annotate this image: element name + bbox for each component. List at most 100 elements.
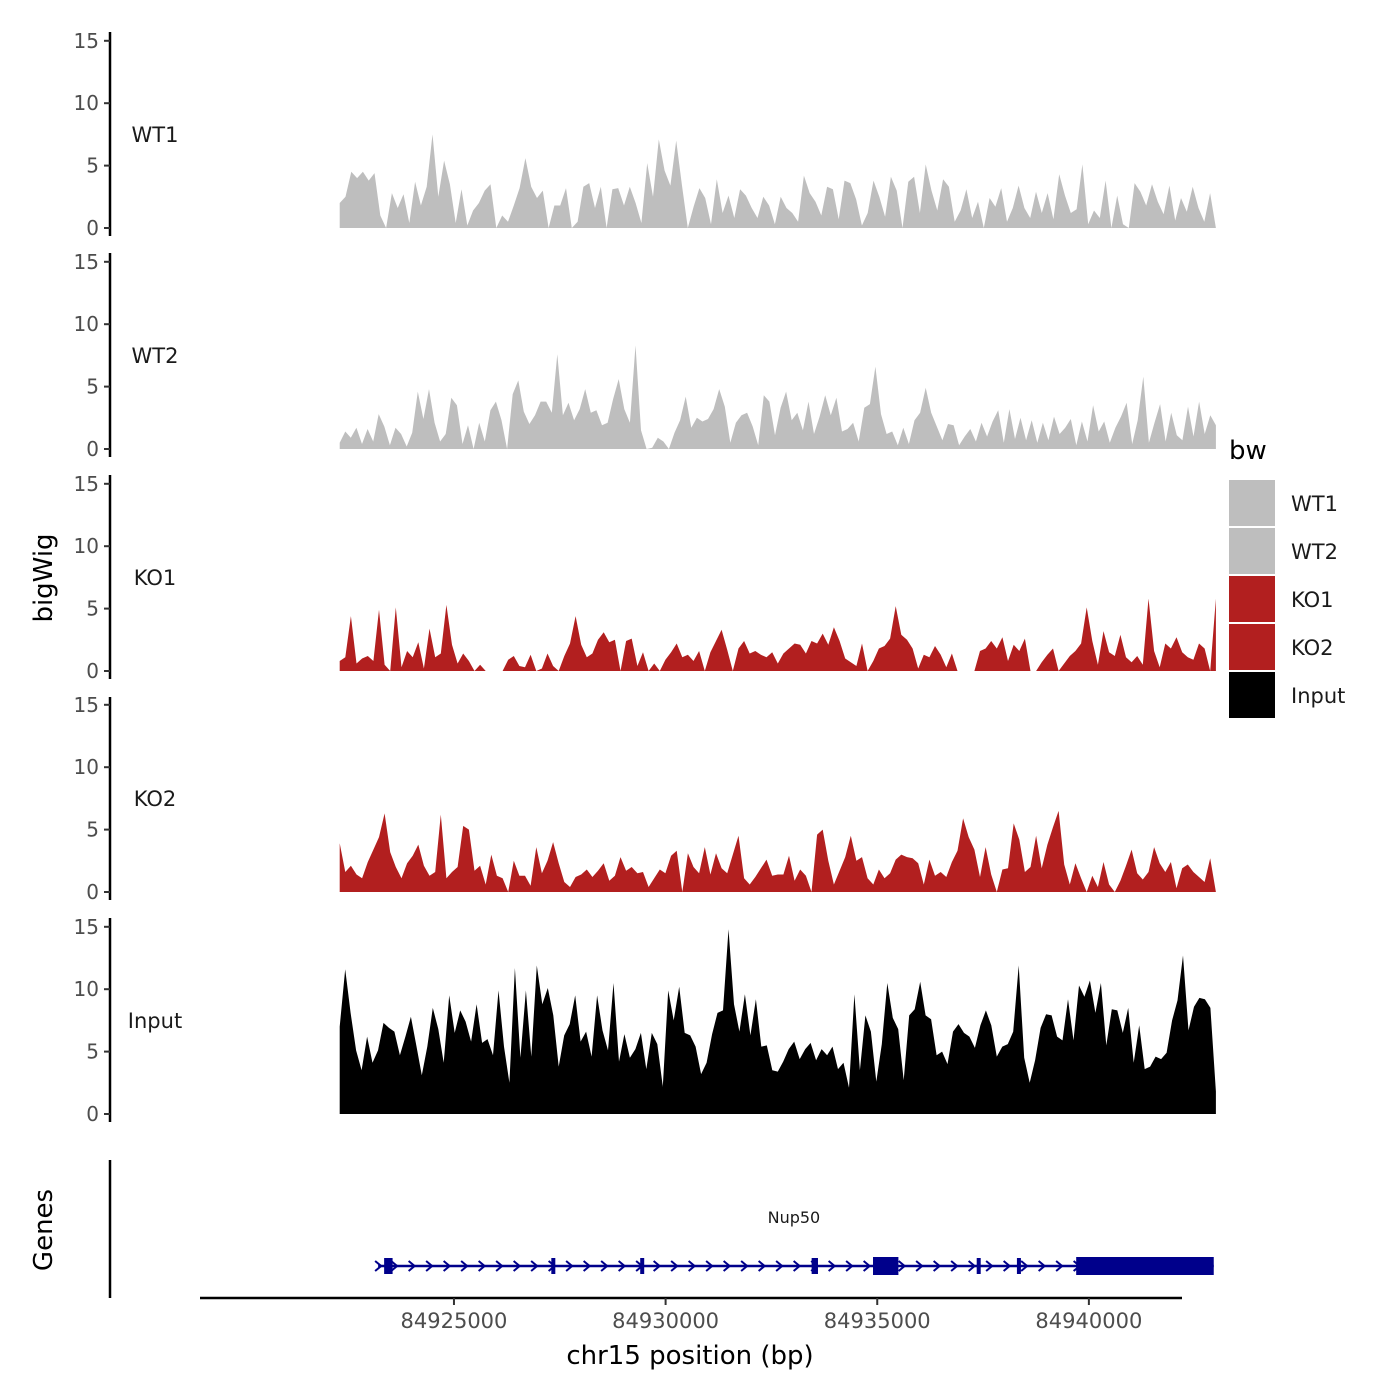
- strand-arrow: [1020, 1260, 1029, 1272]
- y-tick-label: 15: [74, 693, 99, 717]
- y-tick-label: 5: [86, 1040, 99, 1064]
- legend-swatch-input: [1229, 672, 1275, 718]
- y-tick-label: 10: [74, 977, 99, 1001]
- y-tick-label: 10: [74, 312, 99, 336]
- legend-swatch-wt1: [1229, 480, 1275, 526]
- track-label-ko2: KO2: [134, 787, 177, 811]
- track-ko1: 0 5 10 15 KO1: [74, 472, 1216, 683]
- strand-arrow: [792, 1260, 802, 1272]
- legend-label-input: Input: [1291, 684, 1345, 708]
- strand-arrow: [705, 1260, 714, 1272]
- signal-area-wt2: [339, 345, 1216, 449]
- legend-swatch-wt2: [1229, 528, 1275, 574]
- strand-arrow: [950, 1260, 959, 1272]
- track-wt2: 0 5 10 15 WT2: [74, 250, 1216, 461]
- y-tick-label: 15: [74, 29, 99, 53]
- genes-panel-title: Genes: [29, 1189, 59, 1271]
- track-label-ko1: KO1: [134, 566, 177, 590]
- strand-arrow: [374, 1260, 383, 1272]
- track-label-input: Input: [128, 1009, 182, 1033]
- strand-arrow: [740, 1260, 749, 1272]
- strand-arrow: [495, 1260, 504, 1272]
- gene-exon: [873, 1257, 899, 1275]
- legend-swatch-ko1: [1229, 576, 1275, 622]
- track-label-wt2: WT2: [132, 344, 179, 368]
- track-panels: 0 5 10 15 WT1 0 5 10 15 WT2 0 5 10 15 KO1 0 5 10 15 KO2 0 5 10…: [74, 29, 1216, 1126]
- legend: bw WT1 WT2 KO1 KO2 Input: [1229, 436, 1345, 718]
- strand-arrow: [652, 1260, 662, 1272]
- x-tick-label: 84930000: [612, 1309, 719, 1333]
- strand-arrow: [460, 1260, 469, 1272]
- strand-arrow: [670, 1260, 679, 1272]
- gene-exon: [640, 1258, 645, 1274]
- gene-exon: [551, 1258, 556, 1274]
- signal-area-wt1: [339, 134, 1216, 228]
- legend-label-wt1: WT1: [1291, 492, 1338, 516]
- y-tick-label: 5: [86, 375, 99, 399]
- y-tick-label: 0: [86, 659, 99, 683]
- y-tick-label: 0: [86, 437, 99, 461]
- strand-arrow: [687, 1260, 697, 1272]
- y-tick-label: 15: [74, 250, 99, 274]
- strand-arrow: [845, 1260, 854, 1272]
- gene-panel: Nup50: [108, 1160, 1214, 1298]
- y-tick-label: 10: [74, 91, 99, 115]
- strand-arrow: [775, 1260, 784, 1272]
- gene-exon: [811, 1258, 818, 1274]
- strand-arrow: [932, 1260, 942, 1272]
- legend-swatch-ko2: [1229, 624, 1275, 670]
- gene-nup50: Nup50: [374, 1208, 1214, 1275]
- y-tick-label: 5: [86, 154, 99, 178]
- strand-arrow: [530, 1260, 539, 1272]
- y-tick-label: 5: [86, 597, 99, 621]
- signal-area-input: [339, 929, 1216, 1114]
- signal-area-ko2: [339, 810, 1216, 892]
- strand-arrow: [565, 1260, 574, 1272]
- y-tick-label: 0: [86, 880, 99, 904]
- signal-area-ko1: [339, 598, 1216, 671]
- y-tick-label: 0: [86, 216, 99, 240]
- strand-arrow: [407, 1260, 417, 1272]
- track-label-wt1: WT1: [132, 123, 179, 147]
- gene-exon: [976, 1258, 981, 1274]
- track-wt1: 0 5 10 15 WT1: [74, 29, 1216, 240]
- legend-label-ko2: KO2: [1291, 636, 1334, 660]
- gene-name-label: Nup50: [768, 1208, 821, 1227]
- legend-title: bw: [1229, 436, 1267, 466]
- track-input: 0 5 10 15 Input: [74, 915, 1216, 1126]
- strand-arrow: [442, 1260, 452, 1272]
- gene-exon: [1076, 1257, 1214, 1275]
- strand-arrow: [827, 1260, 837, 1272]
- y-tick-label: 0: [86, 1102, 99, 1126]
- x-tick-label: 84925000: [401, 1309, 508, 1333]
- y-tick-label: 5: [86, 818, 99, 842]
- y-tick-label: 15: [74, 915, 99, 939]
- strand-arrow: [1055, 1260, 1064, 1272]
- y-tick-label: 10: [74, 755, 99, 779]
- y-tick-label: 10: [74, 534, 99, 558]
- strand-arrow: [897, 1260, 907, 1272]
- y-axis-title: bigWig: [29, 533, 59, 622]
- strand-arrow: [985, 1260, 994, 1272]
- strand-arrow: [582, 1260, 592, 1272]
- strand-arrow: [390, 1260, 399, 1272]
- strand-arrow: [757, 1260, 767, 1272]
- strand-arrow: [1037, 1260, 1047, 1272]
- track-ko2: 0 5 10 15 KO2: [74, 693, 1216, 904]
- strand-arrow: [617, 1260, 627, 1272]
- gene-exon: [1016, 1258, 1021, 1274]
- y-tick-label: 15: [74, 472, 99, 496]
- x-tick-label: 84940000: [1035, 1309, 1142, 1333]
- strand-arrow: [862, 1260, 872, 1272]
- strand-arrow: [1002, 1260, 1012, 1272]
- legend-label-ko1: KO1: [1291, 588, 1334, 612]
- x-axis-title: chr15 position (bp): [566, 1341, 813, 1371]
- x-axis: 84925000 84930000 84935000 84940000: [200, 1296, 1182, 1333]
- strand-arrow: [915, 1260, 924, 1272]
- legend-label-wt2: WT2: [1291, 540, 1338, 564]
- gene-exon: [384, 1258, 393, 1274]
- x-tick-label: 84935000: [824, 1309, 931, 1333]
- strand-arrow: [722, 1260, 732, 1272]
- strand-arrow: [600, 1260, 609, 1272]
